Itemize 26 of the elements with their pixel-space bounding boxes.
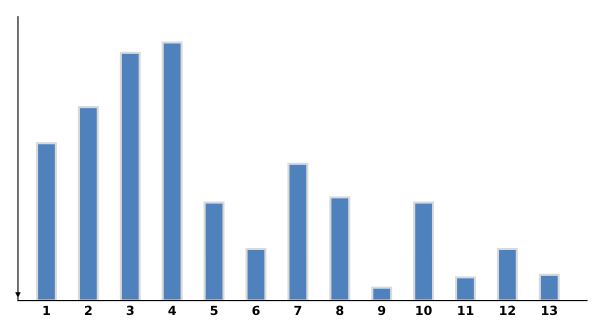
x-tick-label: 7 — [294, 306, 302, 315]
bar — [204, 201, 225, 301]
x-tick-label: 3 — [126, 306, 134, 316]
bar — [246, 248, 266, 301]
x-tick-label: 1 — [44, 306, 50, 315]
x-tick-label: 11 — [458, 306, 474, 315]
bar — [287, 162, 308, 301]
x-tick-label: 4 — [168, 306, 176, 315]
x-tick-label: 5 — [210, 306, 218, 316]
bar — [120, 52, 141, 301]
bar — [371, 286, 392, 301]
x-tick-label: 13 — [542, 306, 558, 316]
x-tick-label: 8 — [336, 306, 344, 316]
bar — [538, 274, 560, 301]
x-tick-label: 10 — [416, 306, 432, 316]
bar — [162, 41, 183, 301]
x-tick-label: 6 — [252, 306, 260, 316]
x-tick-label: 2 — [85, 306, 92, 315]
bar — [413, 201, 434, 301]
x-tick-label: 9 — [378, 306, 386, 316]
bar — [36, 142, 57, 301]
bar — [455, 276, 476, 301]
bar — [78, 106, 99, 301]
bar — [496, 248, 518, 301]
bar — [329, 196, 350, 301]
x-tick-label: 12 — [500, 306, 516, 315]
